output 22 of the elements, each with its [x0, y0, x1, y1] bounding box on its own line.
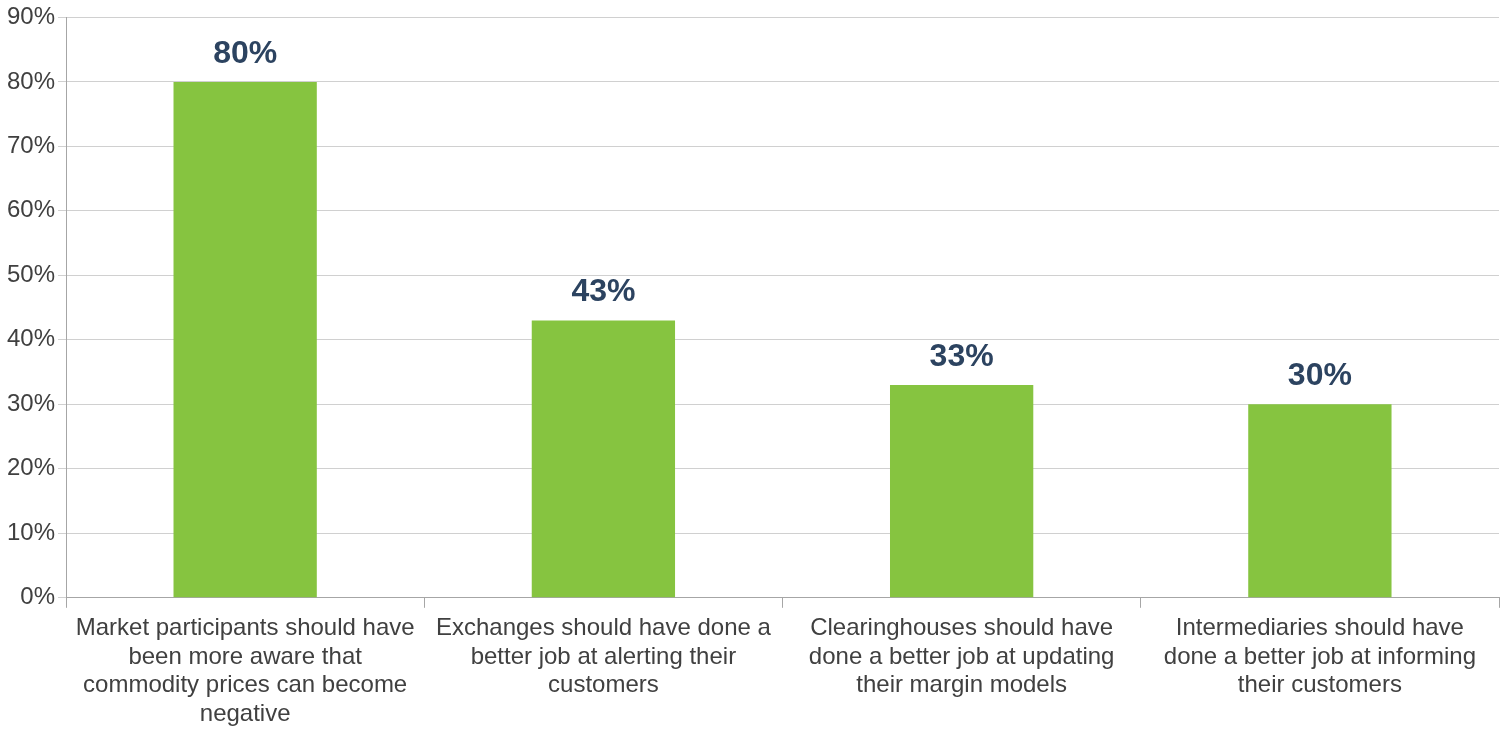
- y-tick-label: 60%: [6, 195, 56, 223]
- y-tick-label: 70%: [6, 131, 56, 158]
- bar: [173, 81, 317, 598]
- y-tick-label: 90%: [6, 2, 56, 30]
- data-label: 30%: [1287, 356, 1352, 393]
- y-tick-label: 10%: [6, 517, 56, 545]
- x-tick-label: Exchanges should have done a better job at alerting their customers: [435, 612, 772, 698]
- bar: [1248, 404, 1392, 598]
- x-tick-label: Intermediaries should have done a better job at informing their customers: [1163, 612, 1476, 698]
- data-label: 80%: [213, 33, 278, 70]
- y-tick-label: 20%: [6, 453, 56, 481]
- data-label: 43%: [571, 272, 636, 309]
- bar: [531, 320, 676, 598]
- x-tick-label: Market participants should have been more aware that commodity prices can become negative: [75, 612, 415, 727]
- x-tick-label: Clearinghouses should have done a better job at updating their margin models: [808, 612, 1115, 698]
- y-tick-label: 0%: [20, 582, 56, 610]
- y-tick-label: 30%: [6, 388, 56, 416]
- y-tick-label: 80%: [6, 66, 56, 94]
- y-tick-label: 50%: [6, 259, 56, 287]
- y-tick-label: 40%: [6, 324, 56, 352]
- data-label: 33%: [929, 336, 994, 373]
- bar: [889, 384, 1034, 598]
